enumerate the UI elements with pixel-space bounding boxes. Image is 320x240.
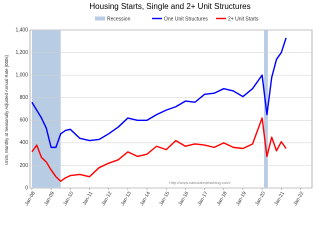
y-tick-label: 0: [25, 185, 28, 191]
x-tick-label: Jan-15: [158, 190, 171, 206]
y-tick-label: 800: [20, 95, 29, 101]
y-tick-label: 1,200: [15, 50, 28, 56]
series-line: [31, 117, 287, 182]
x-tick-label: Jan-20: [254, 190, 267, 206]
x-tick-label: Jan-08: [24, 190, 37, 206]
x-tick-label: Jan-18: [216, 190, 229, 206]
legend-label: 2+ Unit Starts: [228, 16, 259, 22]
legend-label: One Unit Structures: [164, 16, 208, 22]
legend-label: Recession: [107, 16, 131, 22]
x-tick-label: Jan-14: [139, 190, 152, 206]
page: Housing Starts, Single and 2+ Unit Struc…: [4, 2, 313, 207]
y-tick-label: 600: [20, 118, 29, 124]
x-tick-label: Jan-22: [293, 190, 306, 206]
x-tick-label: Jan-10: [62, 190, 75, 206]
x-tick-label: Jan-21: [273, 190, 286, 206]
x-tick-label: Jan-16: [177, 190, 190, 206]
chart: Housing Starts, Single and 2+ Unit Struc…: [4, 2, 313, 207]
x-tick-label: Jan-12: [101, 190, 114, 206]
x-tick-label: Jan-17: [197, 190, 210, 206]
y-tick-label: 1,400: [15, 27, 28, 33]
y-axis-title: Units, Monthly at Seasonally Adjusted An…: [4, 54, 9, 164]
y-tick-label: 200: [20, 163, 29, 169]
watermark: http://www.calculatedriskblog.com/: [169, 180, 231, 185]
series-line: [31, 37, 287, 149]
x-tick-label: Jan-19: [235, 190, 248, 206]
x-tick-label: Jan-11: [82, 190, 95, 206]
x-tick-label: Jan-09: [43, 190, 56, 206]
y-tick-label: 400: [20, 140, 29, 146]
y-tick-label: 1,000: [15, 72, 28, 78]
legend-swatch: [95, 16, 105, 21]
x-tick-label: Jan-13: [120, 190, 133, 206]
chart-title: Housing Starts, Single and 2+ Unit Struc…: [89, 2, 250, 11]
